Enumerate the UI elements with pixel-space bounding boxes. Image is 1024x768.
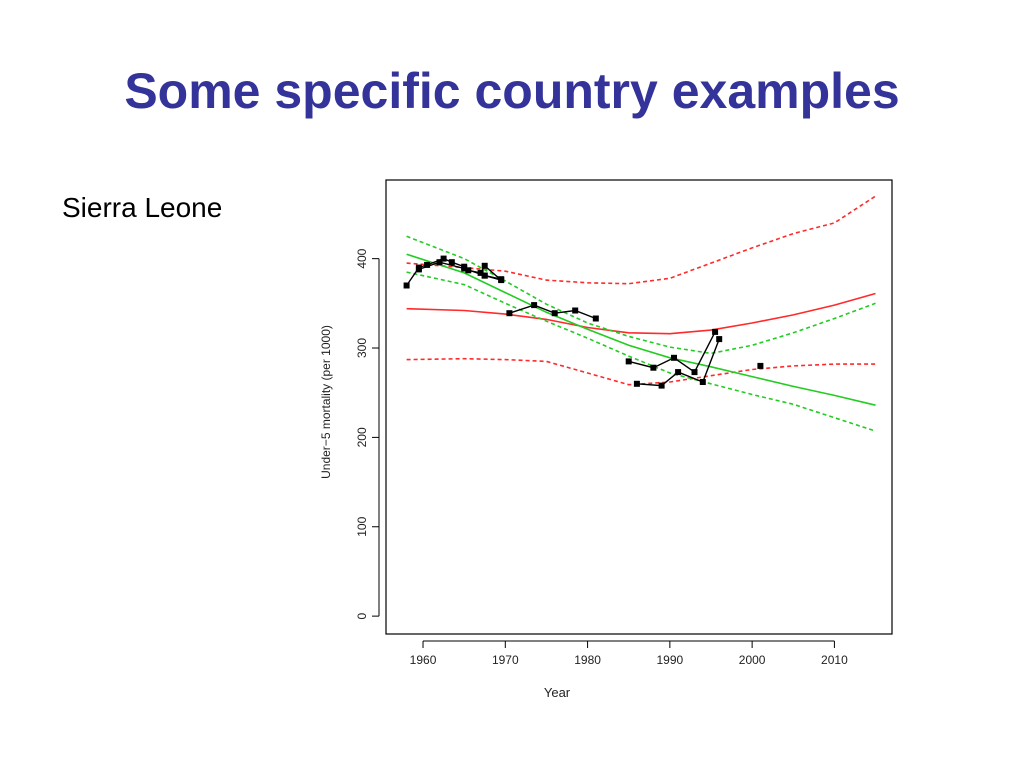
observed-point-1-4 <box>498 276 505 283</box>
plot-frame <box>385 179 893 635</box>
observed-point-3-3 <box>691 369 698 376</box>
observed-point-4-0 <box>633 380 640 387</box>
plot-area-frame <box>385 179 893 635</box>
y-tick-label-0: 0 <box>355 612 369 619</box>
observed-point-2-2 <box>551 310 558 317</box>
observed-point-1-2 <box>461 265 468 272</box>
x-tick-label-1990: 1990 <box>657 653 684 667</box>
x-tick-label-2010: 2010 <box>821 653 848 667</box>
observed-series <box>403 255 764 389</box>
observed-point-3-0 <box>625 358 632 365</box>
green-dashed-fit-line-5 <box>406 271 876 432</box>
observed-point-0-3 <box>440 255 447 262</box>
observed-point-0-8 <box>481 262 488 269</box>
observed-point-0-4 <box>448 259 455 266</box>
green-solid-fit-line-3 <box>406 253 876 406</box>
x-tick-label-1980: 1980 <box>574 653 601 667</box>
observed-point-1-0 <box>415 266 422 273</box>
x-tick-label-1970: 1970 <box>492 653 519 667</box>
y-tick-label-400: 400 <box>355 248 369 268</box>
observed-point-3-4 <box>712 328 719 335</box>
y-axis-label: Under−5 mortality (per 1000) <box>319 325 333 479</box>
x-axis: 1960 1970 1980 1990 2000 2010 <box>410 640 848 667</box>
observed-series-line-3 <box>628 331 716 374</box>
observed-point-0-2 <box>424 261 431 268</box>
observed-point-3-2 <box>671 354 677 361</box>
observed-point-1-1 <box>436 259 443 266</box>
fit-lines <box>406 195 876 432</box>
country-subtitle: Sierra Leone <box>62 192 223 223</box>
x-tick-label-1960: 1960 <box>410 653 437 667</box>
red-dashed-fit-line-1 <box>406 195 876 285</box>
observed-point-5-0 <box>757 362 764 369</box>
observed-point-4-1 <box>658 382 665 389</box>
x-axis-label: Year <box>544 685 571 700</box>
red-solid-fit-line-0 <box>406 292 876 335</box>
x-tick-label-2000: 2000 <box>739 653 766 667</box>
observed-point-4-3 <box>699 379 706 385</box>
observed-point-1-3 <box>481 272 488 279</box>
green-dashed-fit-line-4 <box>406 235 876 355</box>
observed-point-0-7 <box>477 269 484 276</box>
observed-point-4-4 <box>716 336 723 343</box>
observed-series-line-4 <box>636 338 720 387</box>
observed-point-2-3 <box>572 307 579 314</box>
observed-point-2-4 <box>592 315 599 322</box>
observed-point-3-1 <box>650 364 657 371</box>
observed-point-2-1 <box>531 302 538 309</box>
red-dashed-fit-line-2 <box>406 357 876 386</box>
mortality-chart: 1960 1970 1980 1990 2000 2010 0 100 200 300 400 Y… <box>319 179 893 700</box>
y-tick-label-300: 300 <box>355 338 369 358</box>
y-tick-label-100: 100 <box>355 516 369 536</box>
y-tick-label-200: 200 <box>355 427 369 447</box>
observed-point-0-0 <box>403 282 410 289</box>
y-axis: 0 100 200 300 400 <box>355 248 380 619</box>
observed-point-2-0 <box>506 310 513 317</box>
observed-point-4-2 <box>675 369 682 376</box>
slide-title: Some specific country examples <box>124 63 900 119</box>
